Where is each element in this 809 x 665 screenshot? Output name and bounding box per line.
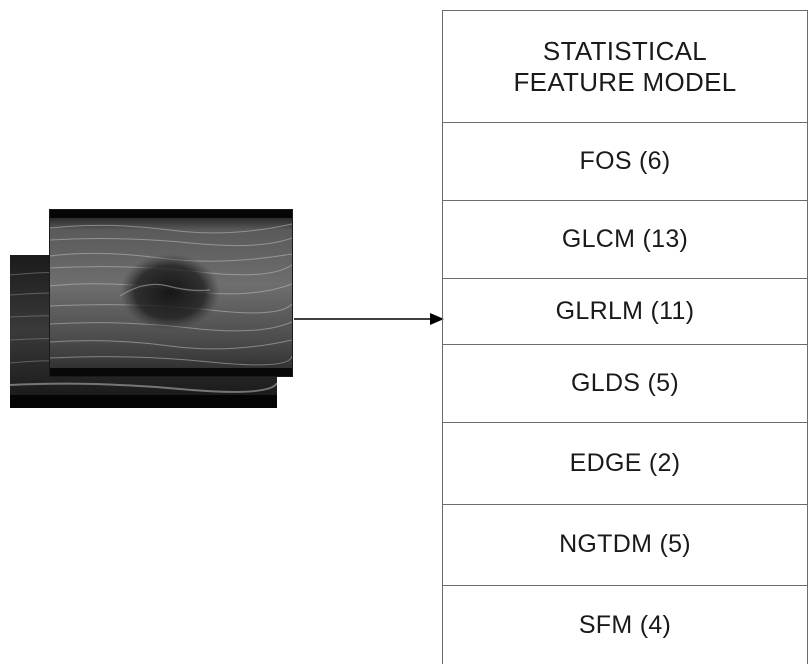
feature-row-sfm: SFM (4) <box>578 610 672 639</box>
table-header: STATISTICAL FEATURE MODEL <box>443 11 807 123</box>
feature-row-fos: FOS (6) <box>443 123 807 201</box>
feature-row-edge: EDGE (2) <box>443 423 807 505</box>
feature-row-glds: GLDS (5) <box>443 345 807 423</box>
header-line-1: STATISTICAL <box>542 35 708 66</box>
header-line-2: FEATURE MODEL <box>513 66 737 97</box>
feature-row-glcm: GLCM (13) <box>443 201 807 279</box>
feature-model-table: STATISTICAL FEATURE MODEL FOS (6) GLCM (… <box>442 10 808 664</box>
flow-arrow <box>294 313 444 325</box>
feature-row-ngtdm: NGTDM (5) <box>443 505 807 586</box>
feature-row-glrlm: GLRLM (11) <box>443 279 807 345</box>
ultrasound-image-front <box>50 210 292 376</box>
